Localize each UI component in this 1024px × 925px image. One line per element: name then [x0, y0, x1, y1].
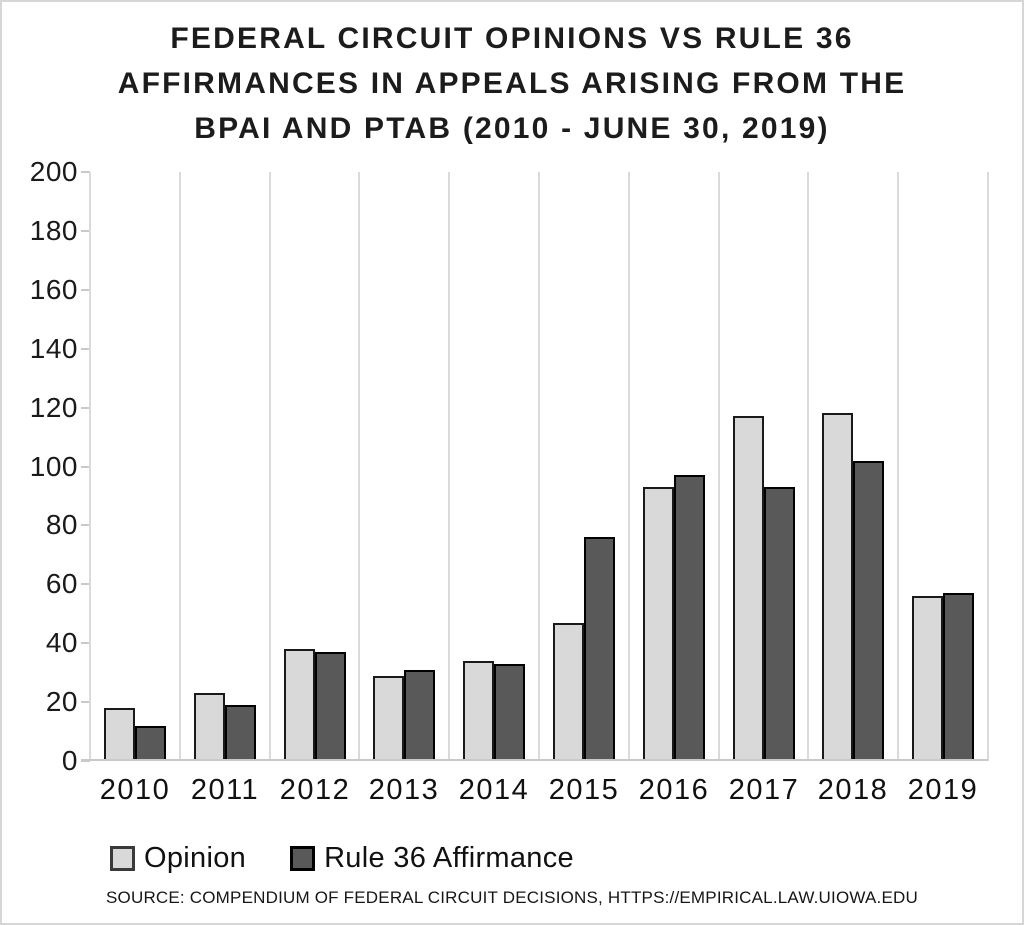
bar-rule-36-affirmance-2011: [225, 705, 256, 761]
y-tick-mark: [81, 171, 90, 173]
bar-opinion-2019: [912, 596, 943, 761]
chart-title-line-3: BPAI AND PTAB (2010 - JUNE 30, 2019): [194, 112, 830, 145]
bar-rule-36-affirmance-2012: [315, 652, 346, 761]
y-axis-line: [89, 172, 91, 761]
y-tick-mark: [81, 348, 90, 350]
x-tick-label-2013: 2013: [368, 774, 440, 806]
x-tick-label-2012: 2012: [279, 774, 351, 806]
y-tick-label-200: 200: [29, 156, 78, 187]
y-tick-mark: [81, 230, 90, 232]
y-tick-label-60: 60: [45, 568, 78, 599]
gridline: [718, 172, 720, 761]
bar-opinion-2014: [463, 661, 494, 761]
chart-title: FEDERAL CIRCUIT OPINIONS VS RULE 36 AFFI…: [2, 16, 1022, 151]
x-tick-label-2015: 2015: [548, 774, 620, 806]
x-tick-label-2016: 2016: [638, 774, 710, 806]
y-tick-mark: [81, 466, 90, 468]
y-tick-mark: [81, 524, 90, 526]
gridline: [179, 172, 181, 761]
legend: Opinion Rule 36 Affirmance: [110, 842, 574, 875]
x-tick-label-2019: 2019: [907, 774, 979, 806]
x-tick-label-2014: 2014: [458, 774, 530, 806]
y-tick-label-80: 80: [45, 509, 78, 540]
bar-opinion-2010: [104, 708, 135, 761]
x-tick-label-2018: 2018: [817, 774, 889, 806]
x-tick-label-2010: 2010: [99, 774, 171, 806]
bar-rule-36-affirmance-2014: [494, 664, 525, 761]
chart-title-line-1: FEDERAL CIRCUIT OPINIONS VS RULE 36: [170, 22, 854, 55]
gridline: [358, 172, 360, 761]
bar-opinion-2013: [373, 676, 404, 761]
y-tick-label-180: 180: [29, 215, 78, 246]
y-tick-label-20: 20: [45, 686, 78, 717]
bar-rule-36-affirmance-2013: [404, 670, 435, 761]
legend-label-rule36: Rule 36 Affirmance: [324, 842, 574, 874]
gridline: [269, 172, 271, 761]
x-tick-label-2011: 2011: [190, 774, 260, 806]
y-tick-mark: [81, 407, 90, 409]
bar-rule-36-affirmance-2017: [764, 487, 795, 761]
bar-rule-36-affirmance-2015: [584, 537, 615, 761]
y-tick-label-40: 40: [45, 627, 78, 658]
gridline: [807, 172, 809, 761]
y-tick-mark: [81, 701, 90, 703]
y-tick-label-120: 120: [29, 392, 78, 423]
bar-opinion-2011: [194, 693, 225, 761]
gridline: [897, 172, 899, 761]
gridline: [448, 172, 450, 761]
bar-opinion-2018: [822, 413, 853, 761]
legend-item-opinion: Opinion: [110, 842, 246, 875]
bar-opinion-2017: [733, 416, 764, 761]
bar-rule-36-affirmance-2010: [135, 726, 166, 761]
x-axis-line: [81, 759, 988, 761]
gridline: [628, 172, 630, 761]
y-tick-mark: [81, 642, 90, 644]
opinion-swatch-icon: [110, 846, 135, 871]
chart-title-line-2: AFFIRMANCES IN APPEALS ARISING FROM THE: [117, 67, 907, 100]
legend-item-rule36: Rule 36 Affirmance: [290, 842, 574, 875]
bar-opinion-2012: [284, 649, 315, 761]
gridline: [538, 172, 540, 761]
y-tick-mark: [81, 760, 90, 762]
source-citation: SOURCE: COMPENDIUM OF FEDERAL CIRCUIT DE…: [106, 888, 918, 907]
bar-rule-36-affirmance-2018: [853, 461, 884, 761]
plot-area: [89, 172, 989, 761]
rule36-swatch-icon: [290, 846, 316, 871]
bar-opinion-2015: [553, 623, 584, 761]
bar-rule-36-affirmance-2016: [674, 475, 705, 761]
bar-opinion-2016: [643, 487, 674, 761]
y-tick-label-140: 140: [29, 333, 78, 364]
y-tick-label-100: 100: [29, 451, 78, 482]
x-tick-label-2017: 2017: [728, 774, 800, 806]
gridline: [987, 172, 989, 761]
legend-label-opinion: Opinion: [144, 842, 247, 874]
y-tick-mark: [81, 583, 90, 585]
y-tick-label-0: 0: [61, 745, 78, 776]
y-tick-label-160: 160: [29, 274, 78, 305]
y-tick-mark: [81, 289, 90, 291]
bar-rule-36-affirmance-2019: [943, 593, 974, 761]
